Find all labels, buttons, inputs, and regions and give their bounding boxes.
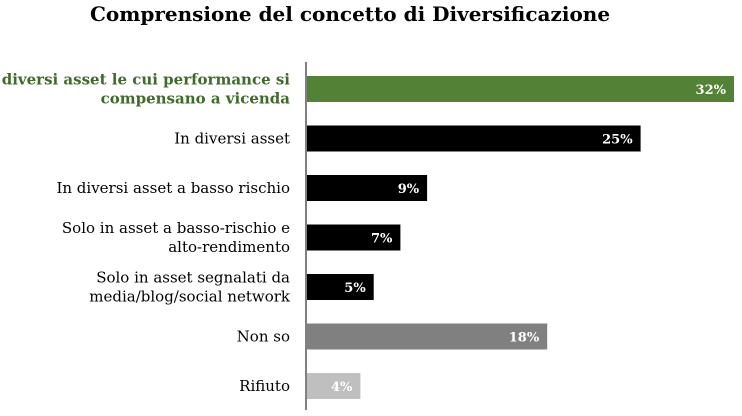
category-label-5: Non so bbox=[237, 328, 290, 346]
value-label-6: 4% bbox=[331, 380, 353, 395]
category-label-5-line-0: Non so bbox=[237, 328, 290, 346]
bar-6 bbox=[307, 373, 361, 399]
category-label-0-line-0: In diversi asset le cui performance si bbox=[0, 71, 290, 89]
value-label-5: 18% bbox=[509, 331, 540, 346]
bar-1 bbox=[307, 125, 641, 152]
value-label-0: 32% bbox=[696, 83, 727, 98]
category-label-4-line-1: media/blog/social network bbox=[89, 288, 291, 306]
value-label-4: 5% bbox=[344, 281, 366, 296]
bar-4 bbox=[307, 274, 374, 300]
category-label-6: Rifiuto bbox=[239, 377, 290, 395]
bar-5 bbox=[307, 323, 548, 350]
bar-3 bbox=[307, 224, 401, 251]
value-label-2: 9% bbox=[398, 182, 420, 197]
category-label-3-line-0: Solo in asset a basso-rischio e bbox=[62, 219, 290, 237]
category-label-1: In diversi asset bbox=[174, 130, 290, 148]
category-label-2: In diversi asset a basso rischio bbox=[56, 179, 290, 197]
bars-group: 32% In diversi asset le cui performance s… bbox=[0, 71, 734, 399]
chart-title: Comprensione del concetto di Diversifica… bbox=[90, 2, 610, 26]
value-label-3: 7% bbox=[371, 232, 393, 247]
category-label-3: Solo in asset a basso-rischio e alto-rend… bbox=[62, 219, 290, 256]
value-label-1: 25% bbox=[602, 133, 633, 148]
category-label-6-line-0: Rifiuto bbox=[239, 377, 290, 395]
category-label-0-line-1: compensano a vicenda bbox=[101, 90, 291, 108]
category-label-0: In diversi asset le cui performance si co… bbox=[0, 71, 290, 108]
category-label-4-line-0: Solo in asset segnalati da bbox=[96, 269, 290, 287]
bar-0 bbox=[307, 76, 734, 102]
category-label-4: Solo in asset segnalati da media/blog/soc… bbox=[89, 269, 291, 306]
category-label-2-line-0: In diversi asset a basso rischio bbox=[56, 179, 290, 197]
bar-2 bbox=[307, 175, 428, 201]
category-label-1-line-0: In diversi asset bbox=[174, 130, 290, 148]
category-label-3-line-1: alto-rendimento bbox=[168, 238, 290, 256]
